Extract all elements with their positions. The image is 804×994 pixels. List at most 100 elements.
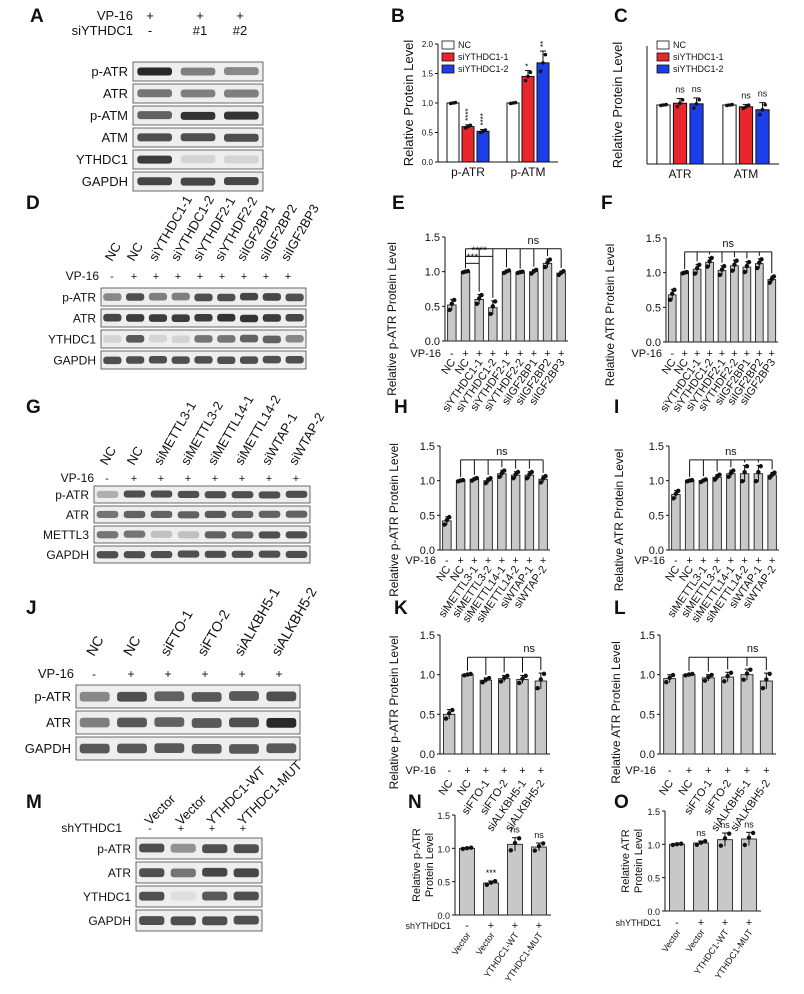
data-point xyxy=(535,685,540,691)
treatment-mark: + xyxy=(719,348,725,360)
bar xyxy=(483,882,499,916)
y-tick-label: 0.0 xyxy=(649,545,664,557)
data-point xyxy=(540,841,546,846)
blot-band xyxy=(170,916,196,926)
data-point xyxy=(744,263,750,269)
data-point xyxy=(501,675,507,681)
treatment-mark: + xyxy=(499,555,505,567)
treatment-mark: + xyxy=(694,348,700,360)
y-tick-label: 0.0 xyxy=(420,545,435,557)
treatment-mark: + xyxy=(490,348,496,360)
blot-band xyxy=(217,293,236,302)
blot-strip xyxy=(93,505,311,524)
y-tick-label: 0.0 xyxy=(422,158,434,167)
data-point xyxy=(532,848,538,853)
data-point xyxy=(731,468,736,473)
y-tick-label: 1.5 xyxy=(420,441,435,453)
data-point xyxy=(534,267,539,272)
legend-entry: siYTHDC1-1 xyxy=(673,52,724,62)
y-tick-label: 1.0 xyxy=(425,267,440,279)
bar xyxy=(722,104,737,165)
y-tick-label: 1.5 xyxy=(422,70,434,79)
data-point xyxy=(670,291,675,296)
lane-label: siFTO-1 xyxy=(157,607,196,659)
bar xyxy=(446,102,460,163)
data-point xyxy=(488,311,493,317)
blot-strip xyxy=(135,861,263,884)
blot-row-label: GAPDH xyxy=(53,354,96,368)
y-axis-title: Relative Protein Level xyxy=(610,42,625,169)
data-point xyxy=(526,74,530,79)
data-point xyxy=(744,671,750,676)
lane-label: NC xyxy=(120,633,144,659)
treatment-mark: + xyxy=(238,667,245,681)
treatment-mark: - xyxy=(668,765,672,777)
bar xyxy=(656,104,671,165)
y-tick-label: 0.5 xyxy=(420,510,435,522)
bar xyxy=(698,480,709,551)
data-point xyxy=(460,846,466,852)
data-point xyxy=(698,840,704,845)
blot-band xyxy=(180,67,216,76)
treatment-mark: - xyxy=(450,348,454,360)
blot-row-label: GAPDH xyxy=(82,174,128,189)
significance-label: ns xyxy=(725,446,737,458)
treatment-mark: + xyxy=(239,473,245,485)
treatment-mark: + xyxy=(755,555,761,567)
data-point xyxy=(671,496,676,501)
data-point xyxy=(717,272,723,278)
data-point xyxy=(664,102,668,107)
data-point xyxy=(746,835,752,840)
bar xyxy=(730,265,739,343)
data-point xyxy=(746,259,752,265)
data-point xyxy=(759,257,764,262)
data-point xyxy=(734,258,739,263)
blot-row-label: p-ATM xyxy=(90,108,128,123)
blot-row-label: p-ATR xyxy=(91,64,128,79)
treatment-mark: + xyxy=(769,555,775,567)
blot-band xyxy=(177,531,200,539)
treatment-mark: - xyxy=(105,473,109,485)
treatment-mark: + xyxy=(698,917,704,929)
significance-label: ns xyxy=(722,238,734,250)
blot-band xyxy=(224,155,259,164)
blot-band xyxy=(258,510,281,518)
blot-row-label: GAPDH xyxy=(25,741,71,756)
blot-band xyxy=(150,490,173,498)
treatment-label: VP-16 xyxy=(625,765,656,777)
significance-label: **** xyxy=(479,113,488,125)
blot-band xyxy=(224,133,259,142)
data-point xyxy=(502,468,507,473)
panel-letter-G: G xyxy=(26,397,41,418)
data-point xyxy=(515,469,521,475)
bar xyxy=(498,678,511,755)
blot-band xyxy=(79,691,110,702)
bar xyxy=(521,75,535,163)
data-point xyxy=(498,679,504,684)
data-point xyxy=(479,292,484,298)
blot-band xyxy=(148,355,168,364)
blot-row-label: ATR xyxy=(46,715,71,730)
blot-row-label: p-ATR xyxy=(55,488,89,502)
blot-row-label: GAPDH xyxy=(88,914,131,928)
blot-band xyxy=(285,510,308,518)
treatment-mark: #2 xyxy=(233,23,247,38)
bar xyxy=(755,263,764,343)
data-point xyxy=(447,514,452,520)
blot-band xyxy=(285,334,304,343)
treatment-mark: + xyxy=(212,473,218,485)
treatment-mark: + xyxy=(209,823,215,835)
y-tick-label: 1.0 xyxy=(647,840,660,850)
data-point xyxy=(686,672,692,677)
data-point xyxy=(712,477,717,482)
significance-label: ns xyxy=(523,643,535,655)
blot-band xyxy=(180,133,216,142)
treatment-mark: + xyxy=(686,555,692,567)
blot-row-label: YTHDC1 xyxy=(76,152,128,167)
bar xyxy=(759,680,773,755)
data-point xyxy=(709,672,714,678)
blot-band xyxy=(239,334,259,343)
blot-band xyxy=(170,843,196,853)
blot-strip xyxy=(93,525,311,544)
significance-label: *** xyxy=(466,252,478,263)
